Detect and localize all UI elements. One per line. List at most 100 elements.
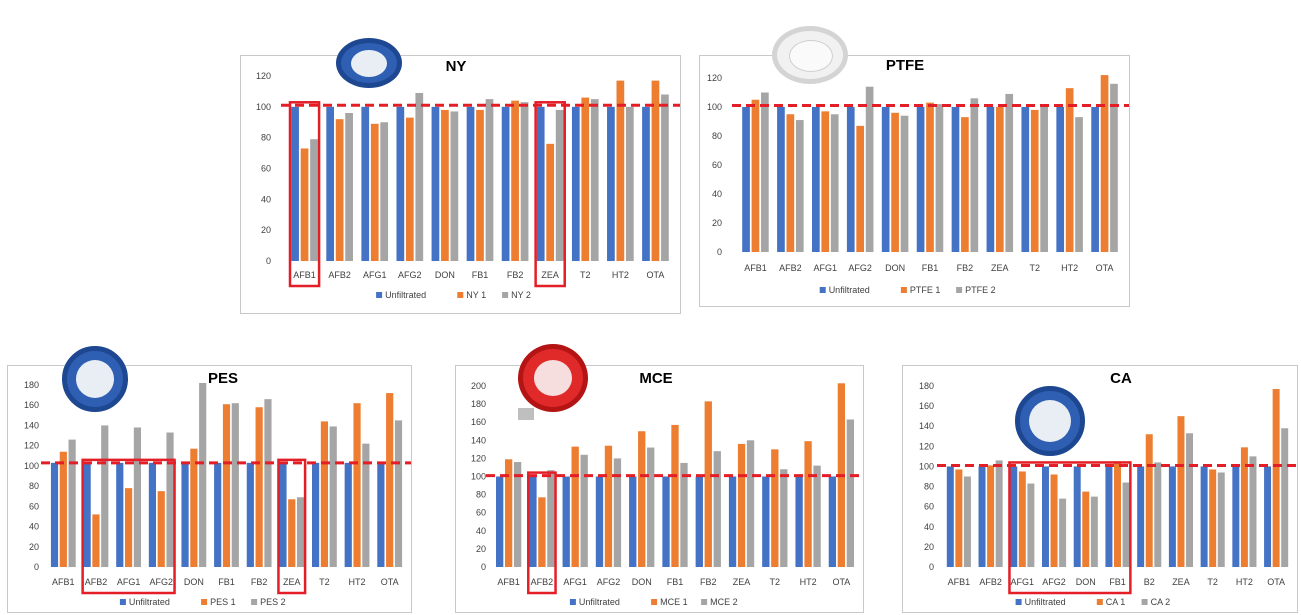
chart-ny-category-label-0: AFB1 bbox=[293, 270, 316, 280]
chart-mce-category-label-7: ZEA bbox=[733, 577, 751, 587]
chart-ptfe-ytick-label-5: 100 bbox=[707, 102, 722, 112]
chart-ca-bar-2-10 bbox=[1281, 428, 1289, 567]
chart-mce-bar-1-0 bbox=[504, 459, 513, 567]
chart-mce-bar-2-5 bbox=[680, 462, 688, 567]
chart-ptfe-bar-0-7 bbox=[986, 107, 995, 252]
chart-pes-legend: Unfiltrated PES 1 PES 2 bbox=[119, 597, 286, 607]
chart-pes-category-label-10: OTA bbox=[381, 577, 399, 587]
chart-ca-bar-0-7 bbox=[1168, 466, 1176, 567]
chart-ptfe-bar-0-2 bbox=[812, 107, 820, 252]
chart-pes-bar-1-1 bbox=[92, 514, 100, 567]
chart-pes-category-label-4: DON bbox=[184, 577, 204, 587]
chart-mce-bar-2-6 bbox=[713, 451, 721, 567]
chart-ca-bar-0-5 bbox=[1105, 466, 1113, 567]
chart-mce-bar-2-7 bbox=[746, 440, 755, 567]
chart-mce-ytick-label-5: 100 bbox=[471, 472, 486, 482]
chart-ca-category-label-6: B2 bbox=[1144, 577, 1155, 587]
chart-mce-ytick-label-1: 20 bbox=[476, 544, 486, 554]
chart-ptfe-bar-2-6 bbox=[970, 98, 979, 252]
chart-ny-legend-label-2: NY 2 bbox=[511, 290, 531, 300]
chart-ptfe-legend-swatch-0 bbox=[819, 287, 826, 293]
chart-ny-bar-1-7 bbox=[546, 143, 555, 261]
chart-ptfe-category-label-2: AFG1 bbox=[814, 263, 838, 273]
chart-mce-category-label-9: HT2 bbox=[800, 577, 817, 587]
chart-mce-bar-1-6 bbox=[704, 401, 712, 567]
chart-pes-bar-2-2 bbox=[133, 427, 141, 567]
chart-ca-legend-swatch-2 bbox=[1141, 599, 1148, 605]
syringe-filter-blue-icon bbox=[336, 38, 402, 88]
chart-mce-legend-label-0: Unfiltrated bbox=[579, 597, 620, 607]
chart-ca-bar-1-3 bbox=[1050, 474, 1058, 567]
chart-mce-bar-2-3 bbox=[613, 458, 622, 567]
chart-pes-bar-0-1 bbox=[83, 462, 91, 567]
chart-ca-bar-1-6 bbox=[1145, 434, 1153, 567]
chart-ptfe-bar-1-9 bbox=[1065, 88, 1074, 253]
chart-ca-category-label-0: AFB1 bbox=[948, 577, 971, 587]
chart-ny-ytick-label-3: 60 bbox=[261, 164, 271, 174]
chart-mce-category-label-6: FB2 bbox=[700, 577, 717, 587]
chart-ny-bar-1-2 bbox=[370, 123, 379, 262]
chart-ny-category-label-9: HT2 bbox=[612, 270, 629, 280]
chart-ptfe-bar-2-3 bbox=[865, 86, 874, 252]
chart-pes-ytick-label-1: 20 bbox=[29, 542, 39, 552]
chart-mce-ytick-label-4: 80 bbox=[476, 490, 486, 500]
chart-pes-ytick-label-9: 180 bbox=[24, 380, 39, 390]
chart-mce-bar-0-6 bbox=[695, 476, 703, 567]
chart-ptfe-ytick-label-0: 0 bbox=[717, 247, 722, 257]
chart-ny-bar-1-3 bbox=[405, 117, 414, 261]
chart-pes-ytick-label-4: 80 bbox=[29, 481, 39, 491]
chart-ca-legend-label-0: Unfiltrated bbox=[1025, 597, 1066, 607]
chart-ca-category-label-3: AFG2 bbox=[1042, 577, 1066, 587]
chart-ny-bar-0-10 bbox=[642, 106, 650, 261]
chart-ny-bar-0-1 bbox=[326, 106, 335, 261]
chart-ca-bar-2-1 bbox=[995, 460, 1003, 567]
chart-ca-category-label-4: DON bbox=[1076, 577, 1096, 587]
chart-ny-bar-2-0 bbox=[310, 139, 318, 261]
chart-mce-bar-0-7 bbox=[728, 476, 737, 567]
chart-pes: 0 20 40 60 80 100 120 140 160 180 AFB1 AFB2 AFG1 AFG2… bbox=[24, 370, 411, 607]
chart-mce-bar-0-10 bbox=[828, 476, 837, 567]
chart-ca-title: CA bbox=[1110, 370, 1132, 387]
chart-pes-category-label-3: AFG2 bbox=[149, 577, 173, 587]
syringe-filter-blue-icon bbox=[62, 346, 128, 412]
chart-ca-ytick-label-0: 0 bbox=[929, 562, 934, 572]
chart-mce-legend-swatch-1 bbox=[651, 599, 658, 605]
chart-ptfe-category-label-3: AFG2 bbox=[848, 263, 872, 273]
chart-ca-bar-1-2 bbox=[1018, 471, 1026, 567]
chart-ny-bar-0-5 bbox=[466, 106, 475, 261]
chart-ny-legend-swatch-0 bbox=[376, 292, 383, 298]
chart-mce-ytick-label-10: 200 bbox=[471, 381, 486, 391]
chart-ca-bar-0-10 bbox=[1264, 466, 1272, 567]
chart-ca-ytick-label-4: 80 bbox=[924, 482, 934, 492]
chart-ptfe-bar-1-2 bbox=[821, 111, 830, 252]
chart-ptfe-ytick-label-1: 20 bbox=[712, 218, 722, 228]
chart-mce-category-label-0: AFB1 bbox=[497, 577, 520, 587]
chart-ptfe-bar-2-8 bbox=[1040, 104, 1048, 252]
chart-pes-bar-0-3 bbox=[148, 462, 157, 567]
chart-ptfe-legend-label-0: Unfiltrated bbox=[829, 285, 870, 295]
chart-ptfe-bar-2-5 bbox=[935, 104, 944, 252]
chart-ca-bar-0-8 bbox=[1200, 466, 1208, 567]
chart-ptfe: 0 20 40 60 80 100 120 AFB1 AFB2 AFG1 AFG2 DON FB1 FB2… bbox=[707, 57, 1129, 295]
chart-ptfe-bar-2-4 bbox=[900, 115, 909, 252]
chart-ca-legend-swatch-1 bbox=[1096, 599, 1103, 605]
chart-ptfe-bar-2-7 bbox=[1005, 93, 1014, 252]
chart-ptfe-category-label-9: HT2 bbox=[1061, 263, 1078, 273]
chart-ptfe-legend-swatch-1 bbox=[900, 287, 907, 293]
chart-pes-bar-1-7 bbox=[288, 499, 296, 567]
chart-pes-legend-label-0: Unfiltrated bbox=[129, 597, 170, 607]
chart-mce-category-label-3: AFG2 bbox=[597, 577, 621, 587]
chart-mce-bar-1-3 bbox=[604, 445, 613, 567]
chart-pes-bar-0-7 bbox=[279, 462, 287, 567]
chart-ny-category-label-7: ZEA bbox=[541, 270, 559, 280]
chart-ptfe-bar-1-8 bbox=[1030, 109, 1039, 253]
chart-pes-bar-2-5 bbox=[231, 403, 239, 567]
chart-ca-bar-1-5 bbox=[1114, 461, 1121, 567]
chart-ptfe-bar-2-2 bbox=[830, 114, 839, 252]
chart-ca-bar-2-3 bbox=[1059, 498, 1067, 567]
chart-ny-bar-2-5 bbox=[485, 99, 494, 261]
chart-ptfe-bar-0-3 bbox=[846, 107, 855, 252]
chart-ca-bar-2-7 bbox=[1186, 433, 1194, 567]
chart-ny-bar-2-7 bbox=[555, 109, 564, 261]
chart-pes-bar-0-4 bbox=[181, 462, 189, 567]
